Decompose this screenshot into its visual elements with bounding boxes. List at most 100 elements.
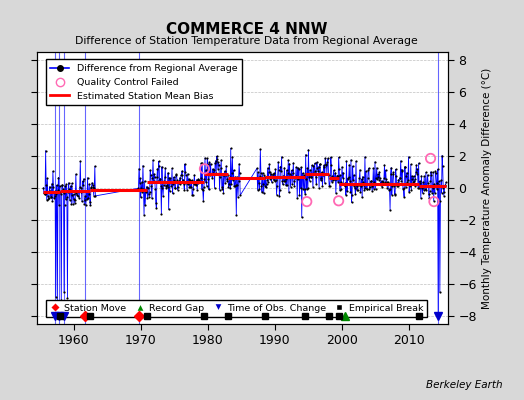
Point	[418, 185, 426, 191]
Point	[185, 177, 194, 184]
Point	[214, 166, 222, 172]
Point	[275, 193, 283, 200]
Point	[342, 158, 351, 164]
Point	[51, 188, 59, 195]
Point	[88, 184, 96, 190]
Point	[91, 163, 99, 169]
Point	[65, 185, 73, 192]
Point	[381, 167, 390, 173]
Point	[189, 192, 197, 198]
Point	[141, 202, 149, 208]
Point	[228, 154, 237, 160]
Point	[227, 181, 235, 187]
Point	[190, 172, 199, 178]
Point	[309, 163, 318, 169]
Point	[182, 179, 191, 186]
Point	[325, 182, 334, 189]
Point	[265, 161, 274, 167]
Point	[314, 164, 323, 170]
Point	[146, 189, 154, 196]
Point	[441, 183, 449, 190]
Point	[87, 185, 95, 191]
Point	[278, 178, 286, 184]
Point	[72, 171, 80, 177]
Point	[377, 180, 385, 186]
Point	[292, 164, 300, 170]
Point	[416, 180, 424, 186]
Point	[232, 182, 240, 188]
Point	[362, 168, 370, 175]
Point	[396, 174, 404, 181]
Point	[170, 177, 179, 183]
Point	[344, 174, 353, 180]
Point	[275, 166, 283, 173]
Point	[359, 182, 368, 188]
Point	[147, 183, 156, 190]
Point	[56, 189, 64, 196]
Point	[307, 174, 315, 180]
Point	[304, 185, 312, 191]
Point	[344, 175, 352, 182]
Point	[182, 172, 190, 179]
Point	[335, 166, 343, 173]
Point	[155, 163, 163, 169]
Point	[430, 198, 438, 204]
Point	[350, 172, 358, 178]
Point	[203, 155, 211, 162]
Point	[306, 167, 314, 173]
Point	[334, 179, 342, 185]
Point	[149, 157, 157, 163]
Point	[433, 166, 442, 172]
Point	[417, 195, 425, 201]
Point	[266, 168, 274, 175]
Point	[417, 173, 425, 179]
Point	[206, 172, 214, 179]
Point	[377, 178, 386, 184]
Point	[289, 160, 298, 166]
Point	[400, 164, 409, 170]
Point	[283, 170, 292, 176]
Point	[296, 174, 304, 180]
Point	[140, 178, 149, 184]
Point	[316, 177, 325, 184]
Point	[309, 184, 317, 190]
Point	[206, 160, 215, 167]
Point	[330, 176, 339, 182]
Point	[225, 181, 233, 187]
Point	[358, 174, 367, 180]
Point	[305, 178, 314, 184]
Point	[307, 174, 315, 180]
Point	[261, 174, 269, 180]
Point	[289, 170, 297, 176]
Point	[291, 173, 300, 180]
Point	[81, 197, 89, 203]
Point	[354, 187, 362, 193]
Point	[363, 186, 372, 192]
Legend: Station Move, Record Gap, Time of Obs. Change, Empirical Break: Station Move, Record Gap, Time of Obs. C…	[46, 300, 427, 316]
Point	[187, 183, 195, 190]
Point	[57, 297, 66, 303]
Point	[167, 182, 176, 189]
Point	[70, 196, 78, 202]
Point	[59, 190, 68, 196]
Point	[284, 157, 292, 164]
Point	[80, 200, 89, 207]
Point	[68, 180, 76, 186]
Point	[259, 190, 268, 197]
Point	[271, 166, 280, 172]
Point	[147, 172, 155, 178]
Point	[143, 183, 151, 190]
Point	[158, 164, 166, 170]
Point	[57, 190, 65, 197]
Point	[294, 176, 302, 182]
Point	[426, 178, 434, 184]
Point	[431, 168, 440, 174]
Point	[227, 169, 236, 176]
Point	[401, 184, 410, 190]
Point	[158, 185, 167, 192]
Point	[394, 183, 402, 189]
Point	[389, 169, 398, 176]
Point	[44, 195, 52, 202]
Point	[64, 180, 73, 186]
Point	[375, 169, 384, 175]
